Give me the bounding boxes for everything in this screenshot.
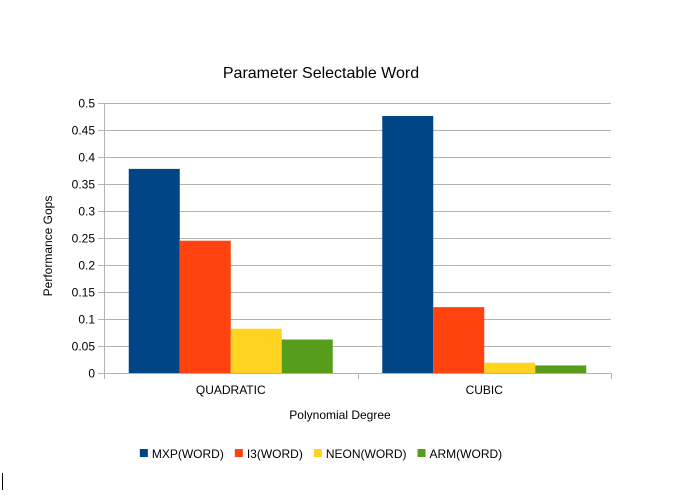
y-tick-label: 0.05 xyxy=(72,340,96,354)
bar-neon-word-cubic xyxy=(484,362,536,373)
legend-item: I3(WORD) xyxy=(234,447,303,461)
y-tick-label: 0.35 xyxy=(72,178,96,192)
x-axis-label: Polynomial Degree xyxy=(289,408,391,422)
legend-label: MXP(WORD) xyxy=(152,447,224,461)
bar-arm-word-quadratic xyxy=(281,339,333,373)
x-tick-label: CUBIC xyxy=(466,383,504,397)
bar-i3-word-quadratic xyxy=(179,240,231,373)
legend-label: ARM(WORD) xyxy=(430,447,503,461)
legend-item: ARM(WORD) xyxy=(417,447,503,461)
axes xyxy=(104,103,612,379)
bar-mxp-word-quadratic xyxy=(128,168,180,373)
x-axis-ticks: QUADRATIC CUBIC xyxy=(196,383,503,397)
legend-item: MXP(WORD) xyxy=(139,447,224,461)
y-tick-label: 0.15 xyxy=(72,286,96,300)
legend-swatch xyxy=(234,449,243,457)
y-axis-label: Performance Gops xyxy=(41,196,55,297)
legend-item: NEON(WORD) xyxy=(313,447,407,461)
text-cursor xyxy=(2,473,3,490)
x-tick-label: QUADRATIC xyxy=(196,383,266,397)
legend-label: I3(WORD) xyxy=(247,447,303,461)
bar-mxp-word-cubic xyxy=(382,115,434,374)
legend: MXP(WORD) I3(WORD) NEON(WORD) ARM(WORD) xyxy=(139,447,503,461)
chart-title: Parameter Selectable Word xyxy=(223,65,419,82)
y-tick-label: 0.2 xyxy=(78,259,95,273)
y-tick-label: 0.3 xyxy=(78,205,95,219)
y-tick-label: 0.1 xyxy=(78,313,95,327)
legend-label: NEON(WORD) xyxy=(326,447,407,461)
bar-arm-word-cubic xyxy=(535,365,587,373)
legend-swatch xyxy=(313,449,322,457)
y-tick-label: 0.45 xyxy=(72,124,96,138)
legend-swatch xyxy=(417,449,426,457)
y-tick-label: 0.25 xyxy=(72,232,96,246)
y-tick-label: 0.4 xyxy=(78,151,95,165)
bar-i3-word-cubic xyxy=(433,307,485,373)
y-axis-ticks: 0 0.05 0.1 0.15 0.2 0.25 0.3 0.35 0.4 0.45 0.5 xyxy=(72,97,104,381)
bar-neon-word-quadratic xyxy=(230,328,282,373)
legend-swatch xyxy=(139,449,148,457)
y-tick-label: 0.5 xyxy=(78,97,95,111)
y-tick-label: 0 xyxy=(88,367,95,381)
bars xyxy=(128,115,587,374)
